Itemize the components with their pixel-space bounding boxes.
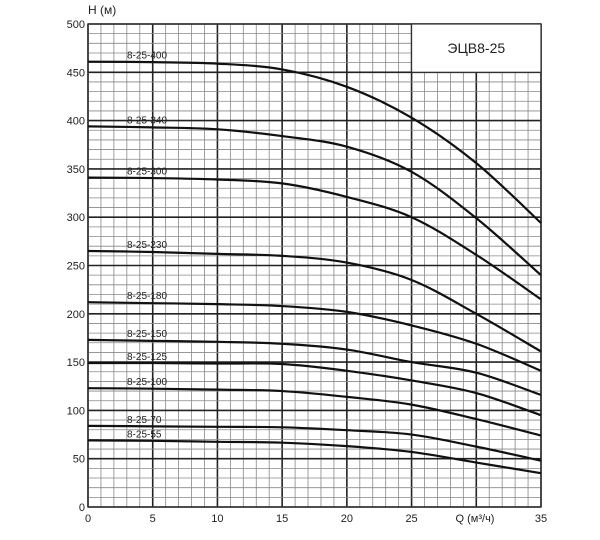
curve-label: 8-25-70 [127,415,162,426]
x-tick-label: 15 [276,513,288,525]
y-tick-label: 200 [67,309,85,321]
y-tick-label: 350 [67,164,85,176]
y-tick-label: 500 [67,19,85,31]
curve-label: 8-25-230 [127,240,167,251]
curve-8-25-300 [87,176,542,301]
x-tick-label: 35 [535,513,547,525]
curve-label: 8-25-100 [127,377,167,388]
x-axis-label: Q (м³/ч) [456,513,495,525]
curve-8-25-180 [87,301,542,372]
y-tick-label: 450 [67,67,85,79]
x-tick-label: 0 [85,513,91,525]
x-tick-labels: 0 5 10 15 20 25 35 [85,513,547,525]
curve-labels: 8-25-400 8-25-340 8-25-300 8-25-230 8-25-180… [127,51,167,441]
curve-label: 8-25-55 [127,429,162,440]
y-tick-label: 0 [79,502,85,514]
y-tick-label: 300 [67,212,85,224]
y-tick-label: 50 [73,454,85,466]
curve-8-25-340 [87,125,542,276]
y-tick-label: 100 [67,405,85,417]
curve-8-25-55 [87,439,542,475]
title-background [410,23,542,73]
curve-label: 8-25-180 [127,291,167,302]
curve-label: 8-25-150 [127,329,167,340]
y-tick-label: 400 [67,116,85,128]
curve-label: 8-25-400 [127,51,167,62]
curves [87,60,542,475]
curve-label: 8-25-125 [127,352,167,363]
title-box: ЭЦВ8-25 [410,23,542,73]
x-tick-label: 25 [405,513,417,525]
y-axis-label: H (м) [88,3,116,17]
curve-8-25-150 [87,338,542,396]
curve-8-25-125 [87,361,542,417]
x-tick-label: 20 [341,513,353,525]
curve-8-25-100 [87,387,542,437]
x-tick-label: 5 [150,513,156,525]
y-tick-label: 150 [67,357,85,369]
curve-8-25-230 [87,249,542,353]
curve-8-25-400 [87,60,542,224]
plot-frame [87,23,542,508]
y-tick-label: 250 [67,261,85,273]
curve-8-25-70 [87,424,542,462]
chart-title: ЭЦВ8-25 [447,40,505,56]
curve-label: 8-25-340 [127,115,167,126]
x-tick-label: 10 [211,513,223,525]
y-tick-labels: 0 50 100 150 200 250 300 350 400 450 500 [67,19,85,514]
curve-label: 8-25-300 [127,167,167,178]
